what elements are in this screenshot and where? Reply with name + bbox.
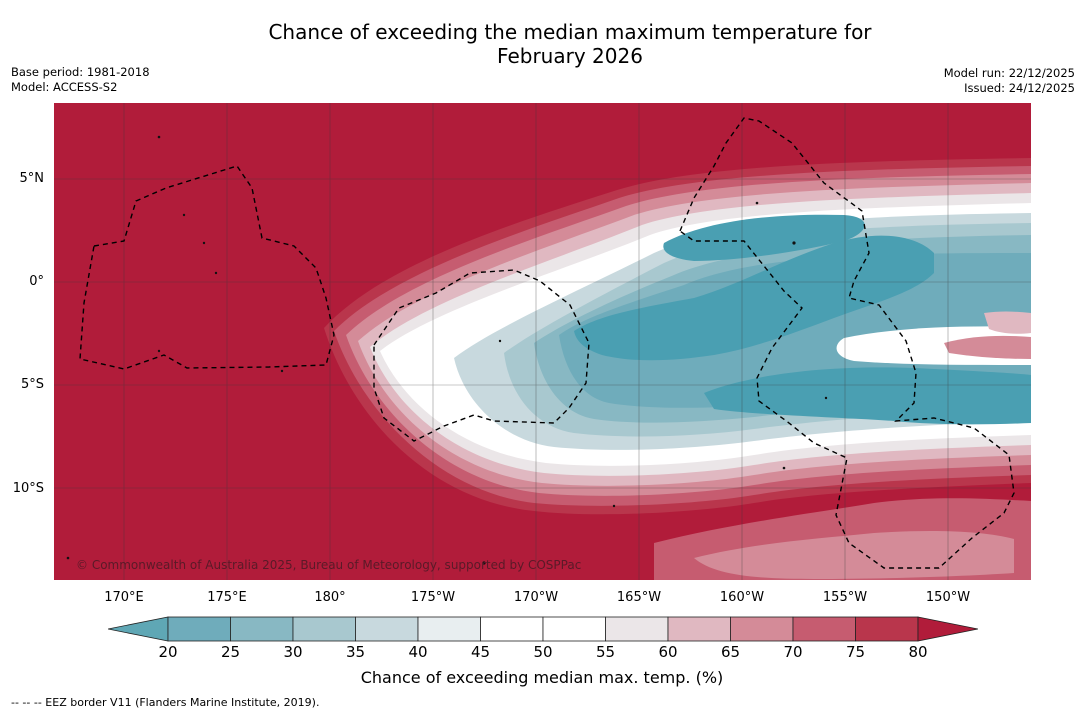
- lon-label: 180°: [314, 590, 346, 605]
- colorbar-cell: [855, 616, 919, 642]
- colorbar-cell: [480, 616, 544, 642]
- se-patch-2: [694, 531, 1014, 579]
- base-period: Base period: 1981-2018: [11, 65, 150, 79]
- title-line-1: Chance of exceeding the median maximum t…: [268, 20, 872, 44]
- lon-label: 165°W: [616, 590, 662, 605]
- colorbar-cell: [605, 616, 669, 642]
- lat-label: 5°N: [19, 171, 45, 186]
- copyright-notice: © Commonwealth of Australia 2025, Bureau…: [76, 558, 582, 572]
- band-20c: [663, 214, 865, 261]
- colorbar-cell: [730, 616, 794, 642]
- lon-label: 175°E: [207, 590, 247, 605]
- colorbar-cell: [667, 616, 731, 642]
- meta-right: Model run: 22/12/2025 Issued: 24/12/2025: [944, 66, 1075, 96]
- colorbar-tick-label: 80: [908, 643, 928, 661]
- band-gap-warm: [944, 335, 1031, 359]
- colorbar-cell: [792, 616, 856, 642]
- eez-borders: [79, 117, 1015, 569]
- colorbar-tick-label: 55: [595, 643, 616, 661]
- colorbar-tick-label: 35: [345, 643, 366, 661]
- colorbar-tick-label: 45: [470, 643, 491, 661]
- band-gap-warm2: [984, 311, 1031, 334]
- graticule: [54, 103, 1031, 580]
- colorbar-cell: [167, 616, 231, 642]
- lon-label: 170°W: [513, 590, 559, 605]
- band-20a: [574, 235, 934, 361]
- lon-label: 155°W: [822, 590, 868, 605]
- colorbar-tick-label: 60: [658, 643, 678, 661]
- colorbar-tick-label: 75: [845, 643, 866, 661]
- colorbar-tick-label: 30: [283, 643, 303, 661]
- colorbar-tick-label: 20: [158, 643, 178, 661]
- colorbar-tick-label: 40: [408, 643, 428, 661]
- band-20b: [704, 367, 1031, 425]
- meta-left: Base period: 1981-2018 Model: ACCESS-S2: [11, 65, 150, 95]
- issued-date: Issued: 24/12/2025: [964, 81, 1075, 95]
- lon-label: 175°W: [410, 590, 456, 605]
- colorbar-min-cap: [108, 616, 169, 642]
- lat-label: 0°: [29, 274, 44, 289]
- colorbar-max-cap: [917, 616, 978, 642]
- lat-label: 5°S: [20, 377, 44, 392]
- model-name: Model: ACCESS-S2: [11, 80, 118, 94]
- colorbar-cell: [292, 616, 356, 642]
- islands: [66, 135, 828, 565]
- colorbar-tick-label: 70: [783, 643, 803, 661]
- chart-title: Chance of exceeding the median maximum t…: [120, 20, 1020, 68]
- colorbar: [108, 616, 978, 642]
- colorbar-tick-label: 25: [220, 643, 241, 661]
- lon-label: 150°W: [925, 590, 971, 605]
- eez-legend: -- -- -- EEZ border V11 (Flanders Marine…: [11, 696, 320, 709]
- model-run: Model run: 22/12/2025: [943, 66, 1075, 80]
- colorbar-cell: [355, 616, 419, 642]
- lat-label: 10°S: [12, 481, 44, 496]
- colorbar-tick-label: 50: [533, 643, 553, 661]
- title-line-2: February 2026: [497, 44, 643, 68]
- colorbar-cell: [542, 616, 606, 642]
- map-panel: © Commonwealth of Australia 2025, Bureau…: [54, 103, 1031, 580]
- colorbar-cell: [230, 616, 294, 642]
- colorbar-label: Chance of exceeding median max. temp. (%…: [360, 668, 724, 687]
- probability-field: [54, 103, 1031, 580]
- colorbar-cell: [417, 616, 481, 642]
- colorbar-tick-label: 65: [720, 643, 741, 661]
- lon-label: 160°W: [719, 590, 765, 605]
- lon-label: 170°E: [104, 590, 144, 605]
